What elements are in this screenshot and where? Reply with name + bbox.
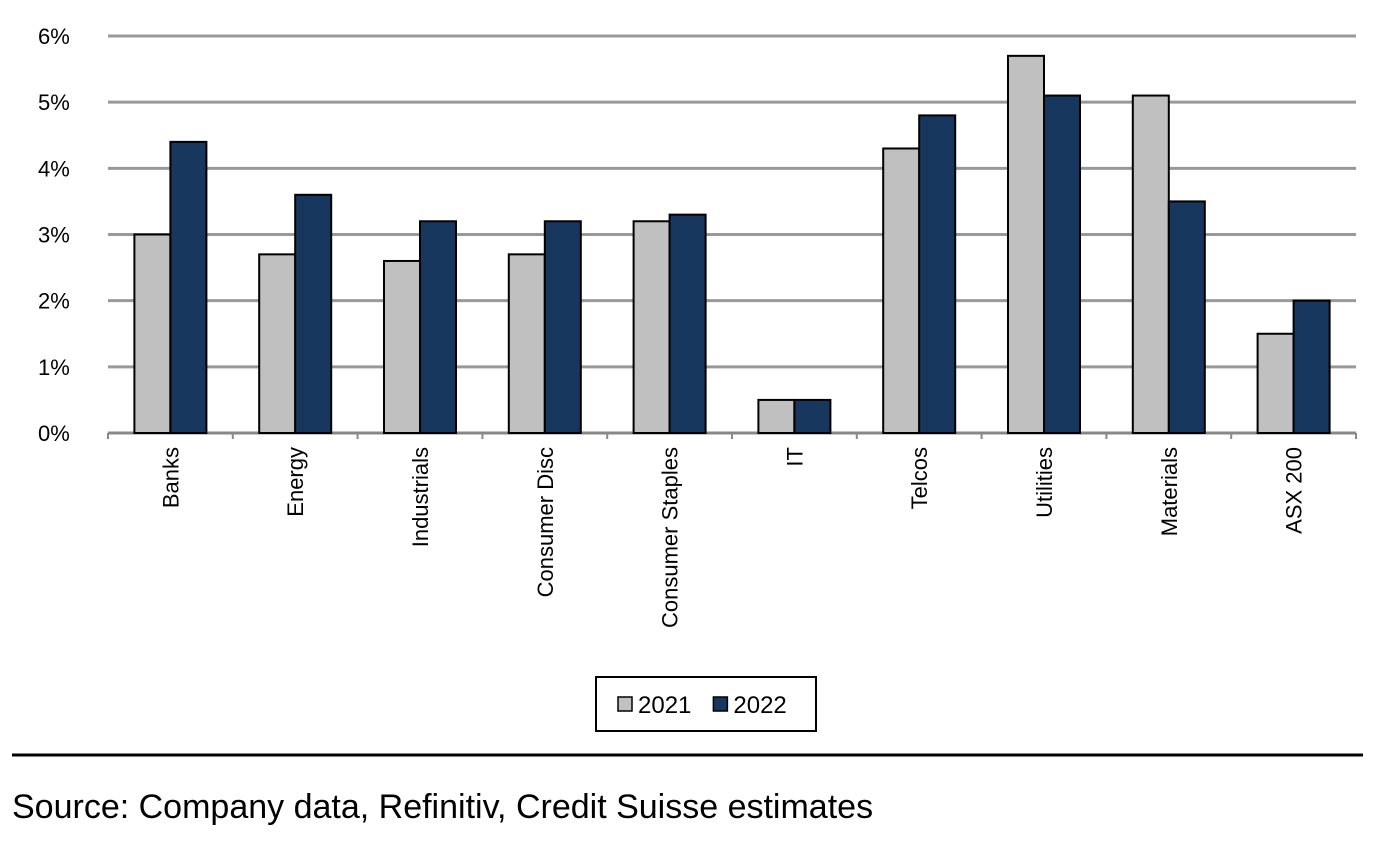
legend-swatch <box>617 696 633 712</box>
x-tick-label: Utilities <box>1032 447 1057 518</box>
bar <box>294 193 333 434</box>
bar <box>258 253 297 434</box>
bar <box>793 398 832 434</box>
legend-label: 2022 <box>733 692 786 719</box>
y-tick-label: 5% <box>38 90 70 115</box>
legend-label: 2021 <box>638 692 691 719</box>
bar <box>1167 200 1206 434</box>
bar <box>1131 94 1170 435</box>
x-tick-label: Industrials <box>408 447 433 547</box>
x-tick-label: Materials <box>1157 447 1182 536</box>
x-tick-label: Banks <box>158 447 183 508</box>
bar <box>543 220 582 434</box>
bar <box>632 220 671 434</box>
bar <box>882 147 921 434</box>
y-tick-label: 0% <box>38 421 70 446</box>
bar <box>419 220 457 434</box>
x-tick-label: Telcos <box>907 447 932 509</box>
x-tick-label: Consumer Staples <box>658 447 683 628</box>
bar <box>668 213 707 434</box>
x-tick-label: Energy <box>283 447 308 517</box>
bar <box>507 253 546 434</box>
x-tick-label: ASX 200 <box>1282 447 1307 534</box>
legend-swatch <box>712 696 729 712</box>
bar <box>1043 94 1081 435</box>
bar <box>1256 332 1295 434</box>
y-tick-label: 2% <box>38 289 70 314</box>
x-tick-label: IT <box>782 447 807 467</box>
bar <box>383 259 421 435</box>
bar <box>1292 299 1331 434</box>
bar <box>169 140 208 434</box>
bar <box>757 398 796 434</box>
legend-box <box>595 676 817 732</box>
y-tick-label: 1% <box>38 355 70 380</box>
y-tick-label: 3% <box>38 223 70 248</box>
bar <box>1007 54 1045 434</box>
bar <box>918 114 957 435</box>
y-tick-label: 4% <box>38 156 70 181</box>
y-tick-label: 6% <box>38 24 70 49</box>
bar <box>133 233 172 434</box>
x-tick-label: Consumer Disc <box>533 447 558 597</box>
source-note: Source: Company data, Refinitiv, Credit … <box>12 788 873 826</box>
